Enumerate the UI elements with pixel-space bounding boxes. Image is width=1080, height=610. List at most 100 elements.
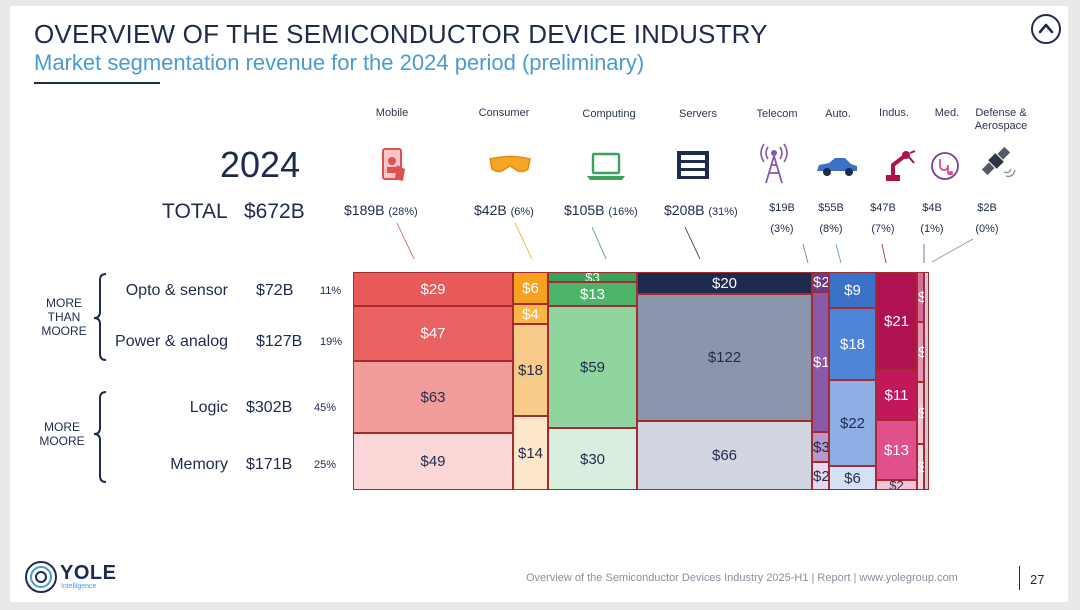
title-underline	[34, 82, 160, 84]
pointer-mobile	[396, 222, 415, 260]
segment-label-defense: Defense & Aerospace	[974, 107, 1028, 132]
scroll-top-button[interactable]	[1031, 14, 1061, 44]
segment-total-telecom: $19B (3%)	[769, 202, 795, 235]
cell-consumer-logic: $18	[513, 324, 548, 416]
segment-label-servers: Servers	[679, 108, 717, 120]
cell-telecom-power: $2	[812, 272, 829, 292]
cell-auto-logic: $22	[829, 380, 876, 466]
row-value-memory: $171B	[246, 456, 293, 473]
cell-med-power-2: $1	[917, 322, 935, 382]
group-label-more-moore: MORE MOORE	[39, 420, 85, 448]
pointer-consumer	[514, 222, 533, 260]
segment-label-mobile: Mobile	[375, 107, 409, 119]
row-name-power: Power & analog	[115, 333, 228, 350]
segment-label-consumer: Consumer	[478, 107, 530, 119]
cell-indus-logic: $11	[876, 370, 917, 420]
cell-auto-power-2: $18	[829, 308, 876, 380]
total-label: TOTAL	[162, 200, 228, 223]
total-value: $672B	[244, 200, 305, 223]
segment-total-consumer: $42B (6%)	[474, 202, 534, 218]
pointer-computing	[591, 226, 607, 260]
row-name-memory: Memory	[170, 456, 228, 473]
satellite-icon	[981, 146, 1016, 178]
cell-auto-power: $9	[829, 272, 876, 308]
cell-telecom-memory: $2	[812, 462, 829, 490]
car-icon	[817, 158, 857, 176]
cell-med-memory: $2	[917, 382, 935, 444]
logo-text: YOLE	[60, 562, 117, 584]
pointer-indus	[881, 243, 887, 264]
cell-servers-power: $20	[637, 272, 812, 294]
cell-computing-logic: $59	[548, 306, 637, 428]
pointer-auto	[835, 243, 842, 264]
bracket-more-than-moore	[93, 273, 107, 361]
segment-total-defense: $2B (0%)	[975, 202, 999, 235]
cell-auto-memory: $6	[829, 466, 876, 490]
cell-computing-memory: $30	[548, 428, 637, 490]
yole-logo-icon	[25, 561, 57, 593]
cell-med-memory-2: $1	[917, 444, 935, 490]
robot-arm-icon	[886, 150, 916, 181]
server-rack-icon	[677, 151, 709, 179]
pointer-telecom	[802, 243, 809, 264]
page-title: OVERVIEW OF THE SEMICONDUCTOR DEVICE IND…	[34, 19, 768, 49]
cell-indus-memory-2: $2	[876, 480, 917, 490]
group-label-more-than-moore: MORE THAN MOORE	[41, 296, 87, 338]
laptop-icon	[587, 152, 625, 180]
cell-indus-memory: $13	[876, 420, 917, 480]
segment-total-med: $4B (1%)	[920, 202, 944, 235]
row-pct-memory: 25%	[314, 459, 337, 471]
cell-computing-opto: $3	[548, 272, 637, 282]
pointer-defense	[931, 238, 974, 263]
vr-headset-icon	[489, 155, 531, 173]
segment-total-indus: $47B (7%)	[870, 202, 896, 235]
segment-label-telecom: Telecom	[756, 108, 798, 120]
segment-label-indus: Indus.	[879, 107, 909, 119]
year-label: 2024	[220, 144, 301, 185]
cell-mobile-logic: $63	[353, 361, 513, 433]
cell-indus-power: $21	[876, 272, 917, 370]
row-name-opto: Opto & sensor	[125, 282, 228, 299]
logo-subtext: Intelligence	[61, 583, 97, 590]
segment-label-computing: Computing	[582, 108, 636, 120]
cell-servers-memory: $66	[637, 421, 812, 490]
segment-total-mobile: $189B (28%)	[344, 202, 418, 218]
segment-total-auto: $55B (8%)	[818, 202, 844, 235]
bracket-more-moore	[93, 391, 107, 483]
row-value-power: $127B	[256, 333, 303, 350]
cell-mobile-opto: $29	[353, 272, 513, 306]
segment-label-auto: Auto.	[825, 108, 851, 120]
cell-consumer-power: $4	[513, 304, 548, 324]
cell-computing-power: $13	[548, 282, 637, 306]
page-number: 27	[1030, 572, 1045, 587]
row-name-logic: Logic	[189, 399, 228, 416]
cell-med-power: $2	[917, 272, 935, 322]
segment-total-computing: $105B (16%)	[564, 202, 638, 218]
cell-mobile-memory: $49	[353, 433, 513, 490]
cell-telecom-logic: $12	[812, 292, 829, 432]
pointer-lines	[396, 222, 974, 264]
cell-servers-logic: $122	[637, 294, 812, 421]
antenna-tower-icon	[760, 143, 788, 184]
stethoscope-icon	[931, 152, 959, 180]
cell-consumer-memory: $14	[513, 416, 548, 490]
row-pct-power: 19%	[320, 336, 343, 348]
cell-defense	[924, 272, 929, 490]
segment-total-servers: $208B (31%)	[664, 202, 738, 218]
footer-divider	[1019, 566, 1020, 590]
marimekko-chart: $29 $47 $63 $49 $6 $4 $18 $14 $3 $13 $59…	[10, 6, 1068, 602]
row-pct-logic: 45%	[314, 402, 337, 414]
row-value-logic: $302B	[246, 399, 293, 416]
pointer-servers	[684, 226, 701, 260]
page-subtitle: Market segmentation revenue for the 2024…	[34, 50, 645, 75]
smartphone-icon	[382, 148, 405, 181]
cell-consumer-opto: $6	[513, 272, 548, 304]
segment-label-med: Med.	[934, 107, 960, 119]
row-pct-opto: 11%	[320, 285, 342, 297]
row-brackets	[93, 273, 107, 483]
row-value-opto: $72B	[256, 282, 294, 299]
slide: OVERVIEW OF THE SEMICONDUCTOR DEVICE IND…	[10, 6, 1068, 602]
cell-telecom-logic-2: $3	[812, 432, 829, 462]
footer-text: Overview of the Semiconductor Devices In…	[526, 572, 958, 584]
chevron-up-icon	[1038, 23, 1054, 34]
